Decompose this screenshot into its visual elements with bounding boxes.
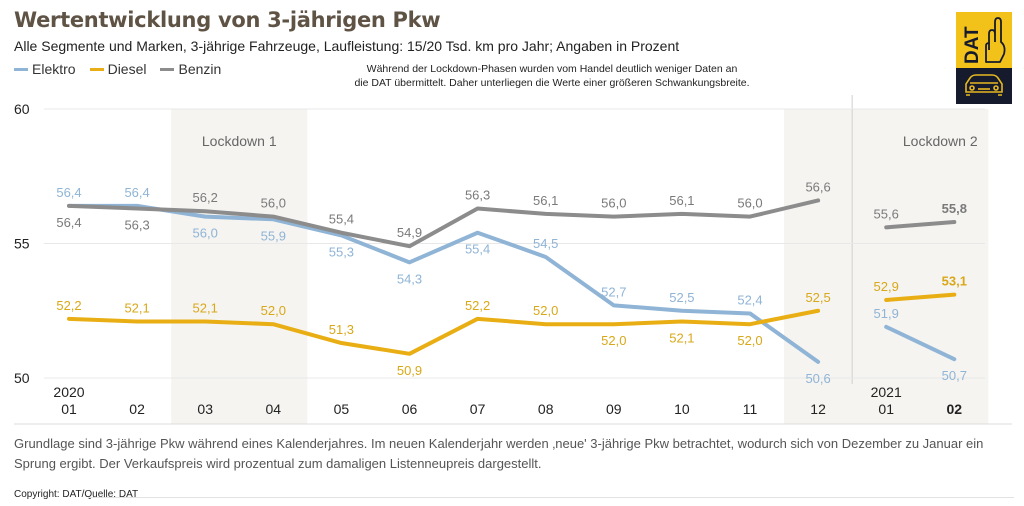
chart-title: Wertentwicklung von 3-jährigen Pkw (14, 8, 441, 32)
series-line-diesel (67, 308, 821, 356)
data-label-benzin: 55,4 (329, 212, 354, 227)
data-label-elektro: 55,4 (465, 242, 490, 257)
data-label-elektro: 56,4 (56, 185, 81, 200)
legend-item-benzin: Benzin (160, 61, 221, 77)
data-label-benzin: 56,4 (56, 215, 81, 230)
series-line-benzin (67, 198, 821, 249)
data-label-elektro: 55,9 (261, 228, 286, 243)
data-label-benzin: 54,9 (397, 225, 422, 240)
data-label-elektro: 56,4 (124, 185, 149, 200)
chart-subtitle: Alle Segmente und Marken, 3-jährige Fahr… (14, 38, 680, 54)
x-tick-label: 04 (266, 401, 282, 417)
legend-label-elektro: Elektro (32, 61, 76, 77)
data-label-diesel: 53,1 (942, 274, 967, 289)
series-line-elektro (67, 203, 821, 364)
data-label-benzin: 55,8 (942, 201, 967, 216)
x-tick-label: 02 (947, 401, 963, 417)
data-label-elektro: 56,0 (193, 226, 218, 241)
data-label-benzin: 56,0 (601, 196, 626, 211)
x-year-label: 2021 (871, 384, 902, 400)
data-label-diesel: 52,2 (465, 298, 490, 313)
data-label-elektro: 54,3 (397, 271, 422, 286)
legend-swatch-diesel (89, 67, 104, 71)
data-label-diesel: 52,9 (874, 279, 899, 294)
x-tick-label: 02 (129, 401, 145, 417)
data-label-benzin: 56,1 (669, 193, 694, 208)
legend-label-diesel: Diesel (107, 61, 147, 77)
y-tick-label: 50 (14, 370, 30, 386)
data-label-diesel: 52,1 (193, 301, 218, 316)
chart-legend: Elektro Diesel Benzin (14, 61, 221, 77)
data-label-benzin: 56,2 (193, 190, 218, 205)
lockdown-note-line1: Während der Lockdown-Phasen wurden vom H… (366, 63, 738, 75)
x-tick-label: 09 (606, 401, 622, 417)
legend-swatch-benzin (160, 67, 175, 71)
data-label-diesel: 52,0 (737, 333, 762, 348)
x-tick-label: 06 (402, 401, 418, 417)
x-tick-label: 01 (878, 401, 894, 417)
data-label-diesel: 52,5 (805, 290, 830, 305)
footnote: Grundlage sind 3-jährige Pkw während ein… (14, 436, 984, 471)
line-chart: Lockdown 1 Lockdown 2 56,4 56,4 56,0 55,9 55,… (14, 95, 1012, 425)
x-tick-label: 08 (538, 401, 554, 417)
data-label-benzin: 55,6 (874, 206, 899, 221)
data-label-diesel: 52,2 (56, 298, 81, 313)
x-year-label: 2020 (53, 384, 84, 400)
lockdown-label-2: Lockdown 2 (903, 133, 978, 149)
data-label-diesel: 52,1 (124, 301, 149, 316)
copyright-divider (88, 497, 1014, 498)
data-label-diesel: 50,9 (397, 363, 422, 378)
x-tick-label: 10 (674, 401, 690, 417)
legend-item-elektro: Elektro (14, 61, 76, 77)
data-label-benzin: 56,0 (261, 196, 286, 211)
data-label-elektro: 52,7 (601, 284, 626, 299)
hand-icon (985, 17, 1006, 63)
lockdown-band-2 (784, 109, 989, 424)
data-label-elektro: 55,3 (329, 244, 354, 259)
series-line-benzin (884, 219, 957, 230)
x-tick-label: 11 (743, 401, 758, 417)
car-icon (965, 74, 1003, 96)
copyright: Copyright: DAT/Quelle: DAT (14, 489, 139, 500)
y-tick-label: 55 (14, 236, 30, 252)
data-label-diesel: 51,3 (329, 322, 354, 337)
lockdown-label-1: Lockdown 1 (202, 133, 277, 149)
data-label-elektro: 51,9 (874, 306, 899, 321)
legend-item-diesel: Diesel (89, 61, 147, 77)
data-label-diesel: 52,0 (261, 303, 286, 318)
x-tick-label: 05 (334, 401, 350, 417)
data-label-diesel: 52,1 (669, 331, 694, 346)
dat-logo-text: DAT (962, 26, 983, 64)
data-label-elektro: 52,5 (669, 290, 694, 305)
x-tick-label: 01 (61, 401, 77, 417)
data-label-benzin: 56,1 (533, 193, 558, 208)
x-tick-label: 03 (197, 401, 213, 417)
y-tick-label: 60 (14, 101, 30, 117)
series-line-elektro (884, 324, 957, 362)
lockdown-band-1 (171, 109, 308, 424)
data-label-elektro: 50,6 (805, 371, 830, 386)
x-tick-label: 07 (470, 401, 486, 417)
data-label-benzin: 56,6 (805, 179, 830, 194)
data-label-elektro: 54,5 (533, 236, 558, 251)
data-label-benzin: 56,0 (737, 196, 762, 211)
series-line-diesel (884, 292, 957, 302)
data-label-elektro: 52,4 (737, 292, 762, 307)
legend-swatch-elektro (14, 67, 28, 71)
x-tick-label: 12 (810, 401, 826, 417)
data-label-diesel: 52,0 (601, 333, 626, 348)
dat-logo: DAT (956, 12, 1012, 104)
legend-label-benzin: Benzin (178, 61, 222, 77)
data-label-benzin: 56,3 (465, 188, 490, 203)
lockdown-note: Während der Lockdown-Phasen wurden vom H… (332, 62, 772, 90)
lockdown-note-line2: die DAT übermittelt. Daher unterliegen d… (354, 77, 750, 89)
data-label-diesel: 52,0 (533, 303, 558, 318)
data-label-elektro: 50,7 (942, 368, 967, 383)
data-label-benzin: 56,3 (124, 218, 149, 233)
